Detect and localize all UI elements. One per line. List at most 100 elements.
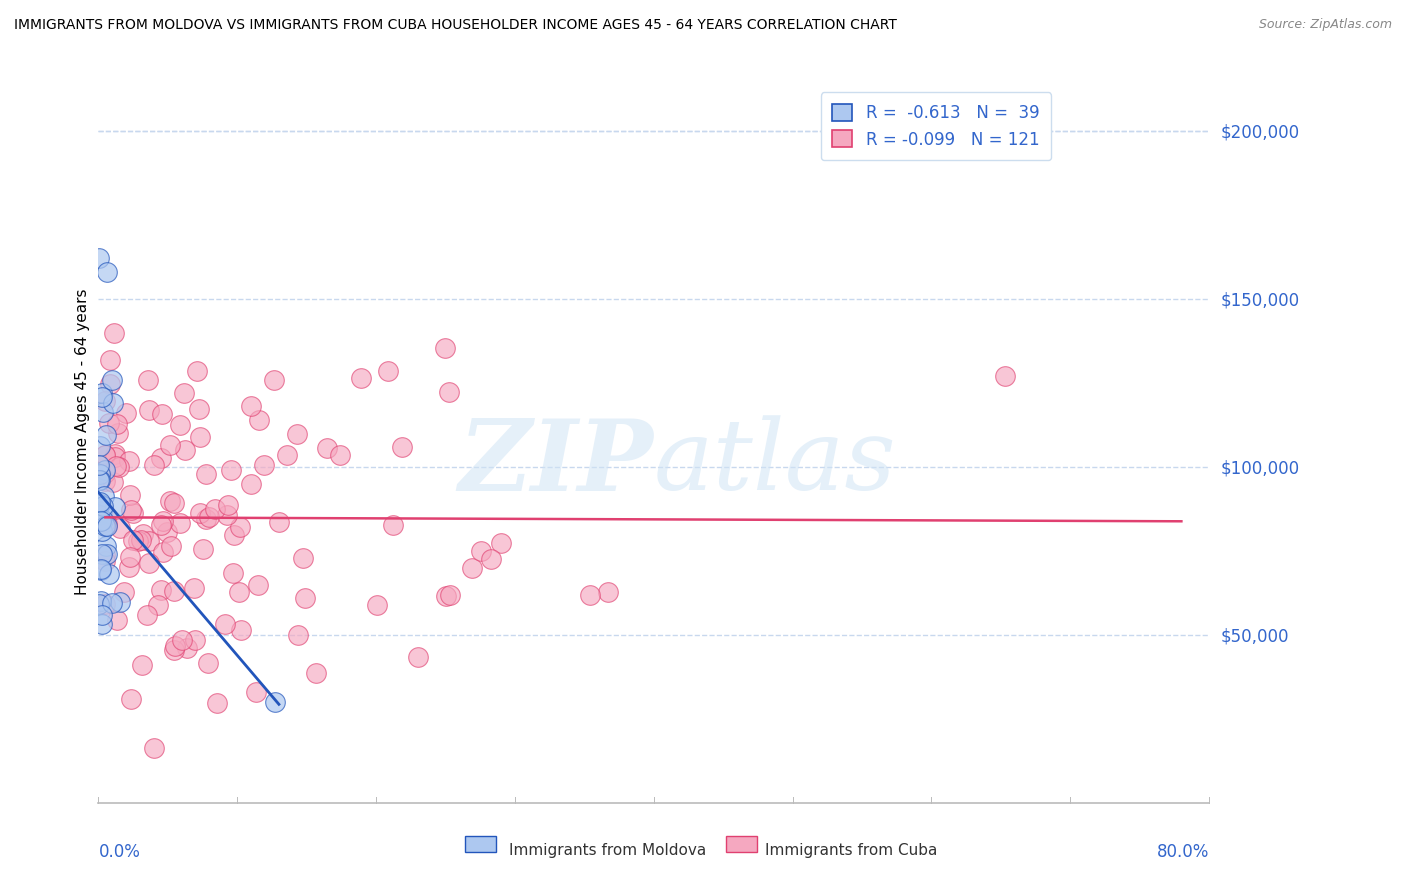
Point	[136, 373, 159, 387]
Point	[239, 477, 262, 491]
Point	[193, 542, 215, 557]
Point	[100, 373, 122, 387]
Point	[174, 442, 197, 457]
Point	[305, 666, 328, 681]
Point	[138, 557, 160, 571]
Point	[107, 425, 129, 440]
Point	[315, 441, 337, 455]
Point	[138, 533, 160, 548]
Point	[91, 500, 114, 514]
Point	[89, 458, 111, 472]
Point	[114, 406, 136, 420]
Point	[222, 528, 245, 542]
Point	[391, 440, 413, 454]
Point	[90, 563, 112, 577]
Point	[94, 474, 117, 488]
Point	[94, 466, 117, 480]
Point	[131, 658, 153, 673]
Text: Immigrants from Moldova: Immigrants from Moldova	[509, 843, 707, 857]
Point	[228, 585, 250, 599]
Point	[104, 500, 127, 514]
Point	[994, 369, 1017, 384]
Point	[90, 616, 112, 631]
Point	[219, 463, 242, 477]
Point	[90, 607, 112, 622]
Point	[215, 508, 238, 523]
Point	[263, 373, 285, 387]
Point	[101, 475, 124, 489]
Point	[98, 353, 121, 368]
Point	[176, 640, 198, 655]
Point	[122, 533, 145, 547]
Point	[89, 497, 111, 511]
Point	[91, 504, 114, 518]
Point	[159, 540, 181, 554]
Text: ZIP: ZIP	[458, 415, 654, 511]
Point	[229, 520, 252, 534]
Point	[91, 547, 114, 561]
Point	[127, 533, 149, 548]
Point	[350, 371, 373, 385]
Point	[437, 384, 460, 399]
Point	[118, 550, 141, 565]
Point	[439, 588, 461, 602]
Point	[285, 426, 308, 441]
Point	[328, 448, 350, 462]
Text: Source: ZipAtlas.com: Source: ZipAtlas.com	[1258, 18, 1392, 31]
Point	[91, 390, 114, 404]
Point	[194, 512, 217, 526]
Point	[194, 467, 217, 482]
Point	[231, 623, 253, 637]
Point	[108, 595, 131, 609]
Point	[87, 252, 110, 266]
Point	[294, 591, 316, 606]
Point	[188, 430, 211, 444]
Point	[94, 539, 117, 553]
Point	[94, 554, 117, 568]
Point	[382, 518, 405, 533]
Point	[94, 548, 117, 562]
Point	[276, 448, 298, 462]
Point	[90, 594, 112, 608]
Point	[105, 417, 128, 431]
Point	[87, 474, 110, 488]
Point	[292, 550, 315, 565]
Point	[163, 642, 186, 657]
Point	[136, 607, 159, 622]
Point	[96, 548, 118, 562]
Point	[173, 385, 195, 400]
Point	[96, 508, 118, 522]
Point	[406, 650, 429, 665]
Point	[148, 598, 170, 612]
Point	[97, 567, 120, 582]
Point	[105, 458, 128, 473]
Point	[90, 524, 112, 538]
Point	[94, 515, 117, 529]
Point	[122, 506, 145, 520]
Point	[104, 447, 127, 461]
Point	[197, 657, 219, 671]
Point	[165, 640, 187, 654]
Point	[94, 448, 117, 462]
Y-axis label: Householder Income Ages 45 - 64 years: Householder Income Ages 45 - 64 years	[75, 288, 90, 595]
Point	[138, 403, 160, 417]
Point	[263, 695, 285, 709]
Point	[245, 685, 267, 699]
Point	[87, 597, 110, 611]
Point	[91, 513, 114, 527]
Point	[105, 614, 128, 628]
Point	[150, 450, 173, 465]
Point	[149, 582, 172, 597]
Point	[108, 521, 131, 535]
Point	[90, 514, 112, 528]
Point	[103, 326, 125, 340]
Text: Immigrants from Cuba: Immigrants from Cuba	[765, 843, 938, 857]
Point	[159, 494, 181, 508]
Point	[100, 596, 122, 610]
Point	[578, 588, 600, 602]
Point	[103, 450, 125, 464]
Point	[170, 633, 193, 648]
Point	[118, 560, 141, 574]
FancyBboxPatch shape	[725, 836, 756, 852]
Point	[217, 498, 239, 512]
